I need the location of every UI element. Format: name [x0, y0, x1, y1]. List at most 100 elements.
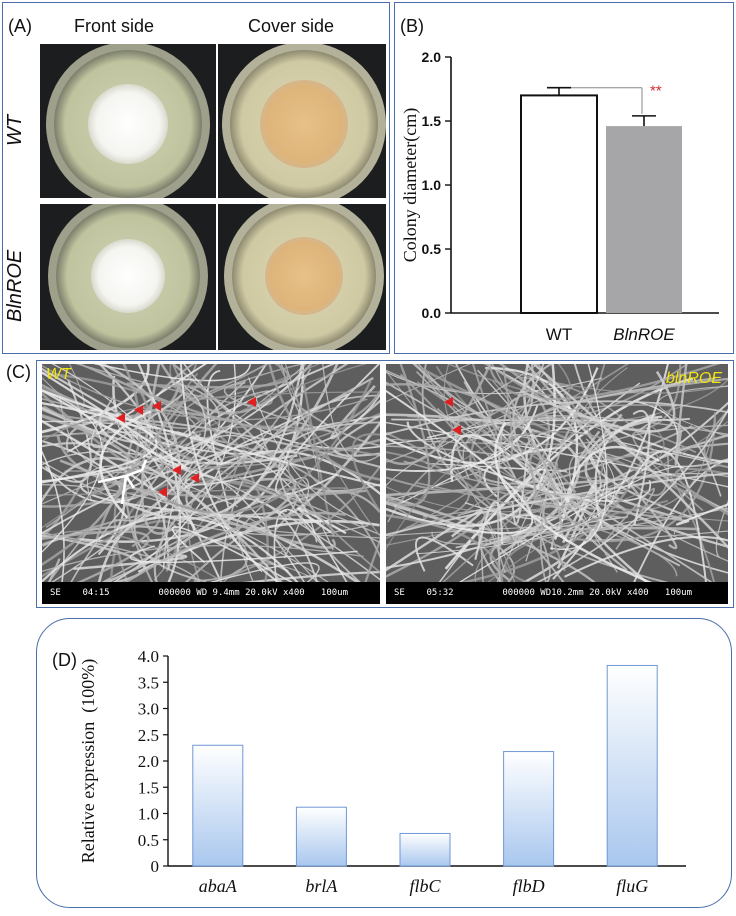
hypha-strand: [180, 364, 288, 589]
hypha-strand: [42, 460, 369, 536]
hypha-strand: [42, 544, 364, 573]
hypha-strand: [386, 451, 516, 547]
hypha-strand: [278, 421, 380, 602]
hypha-strand: [594, 415, 663, 529]
y-tick-label: 0.0: [422, 305, 442, 321]
sem-image-wt: WT SE 04:15 000000 WD 9.4mm 20.0kV x400 …: [42, 364, 380, 604]
hypha-strand: [565, 479, 652, 502]
petri-dish-blnroe-cover: [224, 204, 384, 350]
significance-marker: **: [650, 83, 662, 100]
hypha-strand: [386, 431, 635, 551]
bar-flug: [606, 664, 658, 867]
bar-wt: [520, 94, 598, 315]
y-tick-label: 0.5: [138, 831, 159, 850]
plate-photo-blnroe-cover: [218, 204, 386, 350]
panel-d-letter: (D): [52, 650, 77, 670]
x-tick-label-blnroe: BlnROE: [613, 325, 675, 344]
panel-c-letter: (C): [6, 362, 31, 382]
hypha-strand: [183, 364, 380, 450]
hypha-strand: [184, 393, 349, 486]
hypha-strand: [126, 364, 290, 389]
hypha-strand: [248, 377, 368, 524]
y-tick-label: 2.5: [138, 726, 159, 745]
y-tick-label: 1.0: [138, 805, 159, 824]
hypha-strand: [564, 445, 660, 501]
hypha-strand: [42, 456, 301, 604]
red-arrow-marker: [134, 405, 143, 415]
x-tick-label-flbc: flbC: [409, 876, 441, 896]
hypha-strand: [455, 466, 685, 586]
hypha-strand: [474, 500, 504, 560]
y-tick-label: 2.0: [422, 49, 442, 65]
hypha-strand: [56, 434, 368, 499]
plate-photo-blnroe-front: [40, 204, 216, 350]
y-tick-label: 1.5: [422, 113, 442, 129]
sem-hyphae-blnroe: [386, 364, 728, 604]
y-tick-label: 3.5: [138, 673, 159, 692]
hypha-strand: [386, 371, 603, 395]
hypha-strand: [386, 421, 728, 488]
hypha-strand: [386, 472, 728, 536]
red-arrow-marker: [190, 473, 199, 483]
hypha-strand: [86, 465, 238, 508]
red-arrow-marker: [444, 397, 453, 407]
y-axis-label: Relative expression (100%): [78, 659, 99, 863]
hypha-strand: [463, 381, 551, 586]
x-tick-label-brla: brlA: [305, 876, 338, 896]
panel-b-letter: (B): [400, 16, 424, 36]
petri-dish-wt-cover: [222, 44, 386, 198]
row-label-blnroe: BlnROE: [4, 249, 26, 322]
hypha-strand: [117, 364, 303, 520]
hypha-strand: [415, 536, 474, 572]
hypha-strand: [443, 364, 728, 522]
bar-abaa: [192, 744, 244, 867]
hypha-strand: [42, 389, 380, 487]
sem-label-wt: WT: [46, 366, 71, 383]
hypha-strand: [42, 419, 196, 538]
panel-b-frame: [394, 2, 734, 354]
hypha-strand: [297, 507, 347, 536]
hypha-strand: [333, 414, 380, 457]
sem-footer-wt: SE 04:15 000000 WD 9.4mm 20.0kV x400 100…: [42, 582, 380, 604]
hypha-strand: [431, 507, 728, 545]
hypha-strand: [407, 378, 728, 426]
hypha-strand: [356, 537, 380, 604]
hypha-strand: [223, 381, 341, 435]
hypha-strand: [509, 377, 716, 453]
hypha-strand: [558, 367, 628, 448]
y-tick-label: 3.0: [138, 700, 159, 719]
x-tick-label-flug: fluG: [616, 876, 648, 896]
hypha-strand: [206, 369, 230, 508]
hypha-strand: [423, 382, 641, 604]
hypha-strand: [386, 432, 470, 529]
hypha-strand: [457, 472, 728, 516]
red-arrow-marker: [452, 425, 461, 435]
hypha-strand: [322, 364, 380, 462]
hypha-strand: [236, 516, 325, 604]
hypha-strand: [42, 364, 368, 421]
hypha-strand: [166, 380, 372, 514]
hypha-strand: [129, 545, 358, 564]
hypha-strand: [68, 364, 208, 452]
hypha-strand: [42, 386, 207, 590]
bar-blnroe: [606, 126, 682, 314]
hypha-strand: [141, 469, 380, 539]
highlighted-hypha: [97, 459, 148, 505]
hypha-strand: [453, 425, 693, 485]
hypha-strand: [273, 508, 360, 604]
hypha-strand: [674, 364, 688, 466]
hypha-strand: [386, 426, 665, 546]
hypha-strand: [153, 455, 239, 581]
cover-side-header: Cover side: [248, 16, 335, 36]
hypha-strand: [657, 385, 728, 438]
y-tick-label: 1.0: [422, 177, 442, 193]
plate-photo-wt-cover: [218, 44, 386, 198]
hypha-strand: [464, 369, 567, 520]
x-tick-label-wt: WT: [546, 325, 572, 344]
x-tick-label-flbd: flbD: [513, 876, 545, 896]
hypha-strand: [330, 385, 380, 440]
red-arrow-marker: [172, 465, 181, 475]
hypha-strand: [482, 364, 728, 394]
hypha-strand: [386, 364, 471, 403]
petri-dish-wt-front: [46, 44, 210, 198]
